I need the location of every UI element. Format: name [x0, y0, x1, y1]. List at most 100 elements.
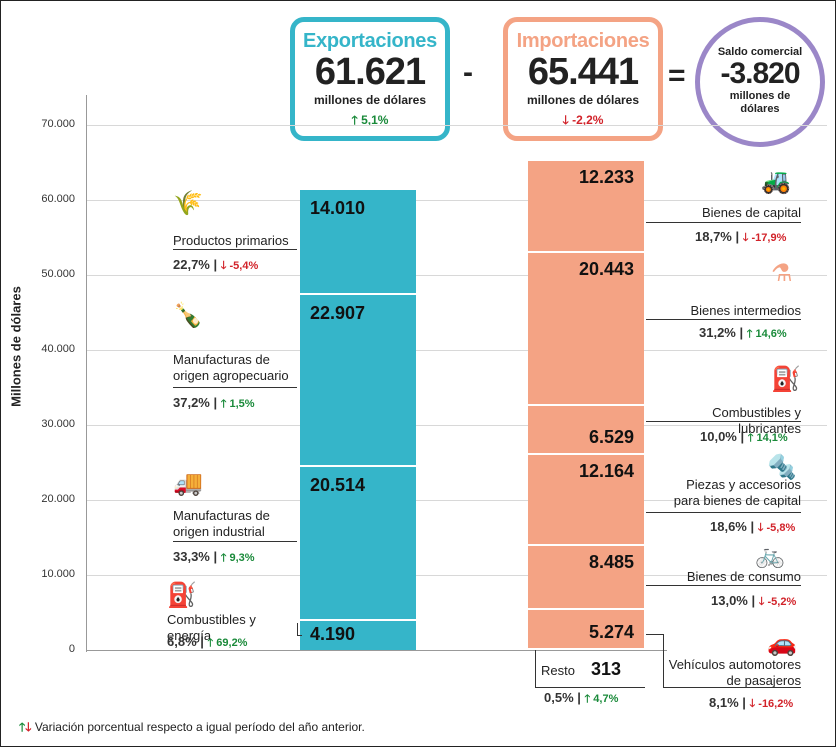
arrow-down-icon: 🡓 -5,2% — [758, 596, 797, 608]
balance-value: -3.820 — [720, 57, 800, 90]
leader-line — [663, 634, 664, 687]
exports-summary-box: Exportaciones 61.621 millones de dólares… — [290, 17, 450, 141]
export-segment — [300, 618, 416, 650]
tractor-icon: 🚜 — [761, 168, 791, 195]
import-value-label: 20.443 — [578, 258, 634, 279]
leader-line — [173, 387, 297, 388]
import-value-label: 12.233 — [578, 167, 634, 188]
leader-line — [646, 512, 801, 513]
import-segment — [528, 250, 644, 405]
fuel-barrel-icon: ⛽ — [167, 582, 197, 609]
import-segment — [528, 404, 644, 454]
arrow-down-icon: 🡓 -5,4% — [220, 260, 259, 272]
y-tick-label: 30.000 — [41, 418, 75, 430]
leader-line — [535, 650, 536, 652]
y-tick-label: 0 — [68, 643, 75, 655]
gridline — [87, 275, 827, 276]
leader-line — [535, 687, 645, 688]
leader-line — [297, 623, 298, 635]
footnote: 🡑🡓 Variación porcentual respecto a igual… — [19, 718, 365, 739]
exports-value: 61.621 — [314, 51, 426, 93]
exports-title: Exportaciones — [303, 30, 437, 52]
import-share-change: 31,2% | 🡑 14,6% — [699, 325, 787, 340]
export-value-label: 20.514 — [310, 474, 366, 495]
import-segment — [528, 608, 644, 648]
y-tick-label: 50.000 — [41, 268, 75, 280]
import-segment — [528, 453, 644, 545]
y-axis-line — [86, 95, 87, 652]
import-share-change: 10,0% | 🡑 14,1% — [700, 429, 788, 444]
arrow-up-icon: 🡑 14,6% — [746, 328, 787, 340]
import-segment — [528, 647, 644, 650]
leader-line — [646, 222, 801, 223]
imports-summary-box: Importaciones 65.441 millones de dólares… — [503, 17, 663, 141]
import-segment — [528, 544, 644, 609]
import-category-label: Bienes intermedios — [690, 303, 801, 318]
leader-line — [173, 541, 297, 542]
gridline — [87, 125, 827, 126]
export-segment — [300, 464, 416, 619]
import-category-label: Resto — [541, 663, 575, 678]
imports-value: 65.441 — [527, 51, 639, 93]
bottle-icon: 🍾 — [173, 302, 203, 329]
y-tick-label: 60.000 — [41, 193, 75, 205]
import-segment — [528, 159, 644, 251]
export-share-change: 22,7% | 🡓 -5,4% — [173, 257, 259, 272]
export-value-label: 14.010 — [310, 197, 366, 218]
arrow-down-icon: 🡓 -16,2% — [749, 698, 794, 710]
leader-line — [646, 319, 801, 320]
leader-line — [646, 421, 801, 422]
import-value-label: 12.164 — [578, 461, 634, 482]
arrow-up-icon: 🡑 14,1% — [747, 432, 788, 444]
import-category-label: Piezas y accesorios para bienes de capit… — [673, 477, 801, 508]
import-value-label: 6.529 — [588, 427, 634, 448]
y-tick-label: 20.000 — [41, 493, 75, 505]
gridline — [87, 575, 827, 576]
export-value-label: 4.190 — [310, 624, 356, 644]
export-segment — [300, 292, 416, 465]
import-category-label: Combustibles y lubricantes — [712, 405, 801, 436]
import-share-change: 18,6% | 🡓 -5,8% — [710, 519, 796, 534]
balance-summary-circle: Saldo comercial -3.820 millones de dólar… — [695, 17, 825, 147]
exports-change: 🡑 5,1% — [351, 113, 389, 127]
arrow-down-icon: 🡓 -17,9% — [742, 232, 787, 244]
export-category-label: Manufacturas de origen industrial — [173, 508, 270, 539]
import-category-label: Bienes de capital — [701, 205, 801, 220]
import-value-label: 313 — [591, 659, 622, 679]
wheat-icon: 🌾 — [173, 190, 203, 217]
gridline — [87, 500, 827, 501]
y-tick-label: 10.000 — [41, 568, 75, 580]
export-share-change: 33,3% | 🡑 9,3% — [173, 549, 255, 564]
leader-line — [297, 635, 302, 636]
screw-icon: 🔩 — [767, 454, 797, 481]
arrow-up-icon: 🡑 1,5% — [220, 398, 255, 410]
minus-operator: - — [463, 56, 473, 89]
arrow-up-icon: 🡑 — [19, 720, 26, 734]
leader-line — [646, 585, 801, 586]
balance-unit: millones de dólares — [729, 90, 791, 115]
truck-icon: 🚚 — [173, 470, 203, 497]
imports-change: 🡓 -2,2% — [562, 113, 604, 127]
leader-line — [535, 652, 536, 687]
arrow-up-icon: 🡑 9,3% — [220, 552, 255, 564]
import-value-label: 8.485 — [588, 552, 634, 573]
jerrycan-icon: ⛽ — [771, 366, 801, 393]
car-icon: 🚗 — [767, 630, 797, 657]
import-share-change: 13,0% | 🡓 -5,2% — [711, 593, 797, 608]
y-tick-label: 70.000 — [41, 118, 75, 130]
import-share-change: 8,1% | 🡓 -16,2% — [709, 695, 794, 710]
arrow-down-icon: 🡓 — [562, 113, 569, 127]
gridline — [87, 425, 827, 426]
import-category-label: Bienes de consumo — [686, 569, 801, 584]
balance-title: Saldo comercial — [717, 46, 803, 58]
footnote-text: Variación porcentual respecto a igual pe… — [34, 720, 365, 734]
import-category-label: Vehículos automotores de pasajeros — [668, 657, 801, 688]
bicycle-icon: 🚲 — [755, 542, 785, 569]
export-category-label: Combustibles y energía — [167, 612, 256, 643]
imports-title: Importaciones — [516, 30, 650, 52]
exports-unit: millones de dólares — [313, 93, 427, 107]
arrow-up-icon: 🡑 69,2% — [207, 637, 248, 649]
arrow-up-icon: 🡑 — [351, 113, 358, 127]
imports-unit: millones de dólares — [526, 93, 640, 107]
